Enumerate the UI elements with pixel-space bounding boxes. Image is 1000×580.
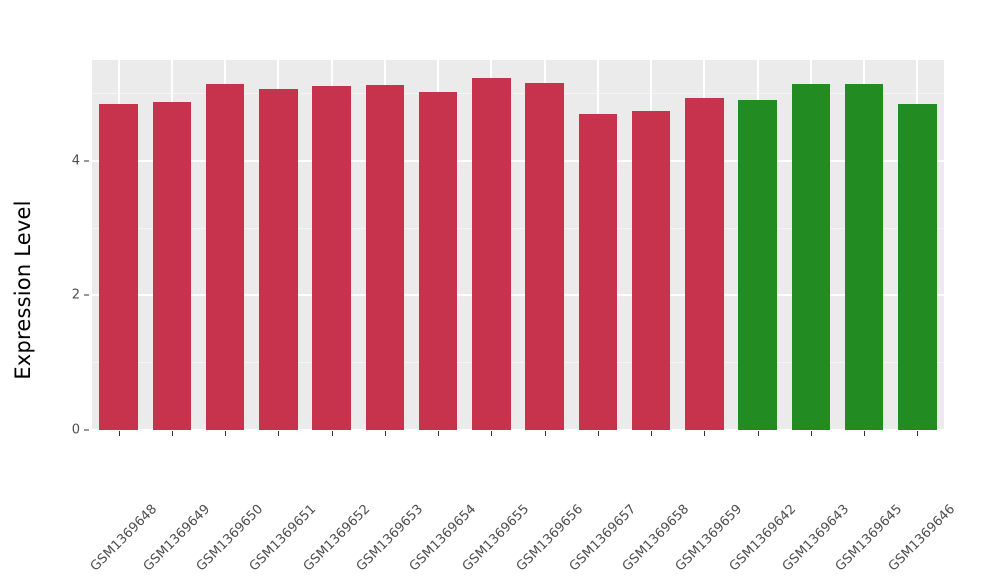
- gridline-minor: [92, 227, 944, 229]
- gridline-minor: [92, 93, 944, 95]
- x-axis-tick-mark: [225, 431, 227, 436]
- bar[interactable]: [205, 83, 245, 430]
- bar[interactable]: [152, 101, 192, 430]
- x-axis-tick-label: GSM1369655: [460, 440, 594, 574]
- x-axis-tick-label: GSM1369651: [247, 440, 381, 574]
- bar[interactable]: [418, 92, 458, 430]
- y-axis-tick-label: 4: [71, 153, 80, 169]
- x-axis-tick-label-text: GSM1369651: [247, 501, 320, 575]
- x-axis-tick-label: GSM1369643: [780, 440, 913, 574]
- x-axis-tick-mark: [544, 431, 546, 436]
- x-axis-tick-label-text: GSM1369649: [140, 501, 214, 575]
- x-axis-tick-mark: [331, 431, 333, 436]
- bar[interactable]: [365, 84, 405, 430]
- x-axis-tick-mark: [491, 431, 493, 436]
- x-axis-tick-mark: [757, 431, 759, 436]
- x-axis-tick-mark: [704, 431, 706, 436]
- x-axis-tick-label: GSM1369642: [726, 440, 860, 574]
- gridline-major: [92, 429, 944, 430]
- x-axis-tick-mark: [171, 431, 173, 436]
- y-axis-tick-mark: [84, 429, 89, 431]
- x-axis-tick-label: GSM1369657: [567, 440, 700, 574]
- x-axis-tick-label-text: GSM1369654: [406, 501, 480, 575]
- bar[interactable]: [844, 83, 884, 430]
- x-axis-tick-label: GSM1369652: [300, 440, 434, 574]
- x-axis-tick-label-text: GSM1369646: [886, 501, 959, 575]
- x-axis-tick-label: GSM1369656: [513, 440, 647, 574]
- y-axis-tick-mark: [84, 294, 89, 296]
- x-axis-tick-mark: [597, 431, 599, 436]
- bar[interactable]: [685, 97, 724, 430]
- x-axis-tick-label: GSM1369653: [354, 440, 487, 574]
- x-axis-tick-label: GSM1369659: [673, 440, 807, 574]
- gridline-major: [92, 294, 944, 297]
- x-axis-tick-mark: [864, 431, 866, 436]
- plot-panel: [92, 60, 944, 430]
- bar[interactable]: [791, 83, 831, 430]
- x-axis-tick-label-text: GSM1369656: [513, 501, 586, 575]
- bar[interactable]: [259, 88, 298, 430]
- x-axis-tick-label-text: GSM1369655: [460, 501, 533, 575]
- x-axis-tick-label: GSM1369645: [833, 440, 967, 574]
- x-axis-tick-label-text: GSM1369642: [726, 501, 799, 575]
- bar[interactable]: [898, 103, 937, 430]
- y-axis-tick-mark: [84, 160, 89, 162]
- bar[interactable]: [472, 77, 511, 430]
- gridline-major: [92, 159, 944, 162]
- x-axis-tick-label: GSM1369658: [620, 440, 754, 574]
- x-axis-tick-label: GSM1369654: [407, 440, 541, 574]
- bar[interactable]: [578, 113, 618, 430]
- bar[interactable]: [738, 100, 777, 430]
- x-axis-tick-label-text: GSM1369658: [619, 501, 693, 575]
- x-axis-tick-mark: [278, 431, 280, 436]
- y-axis-tick-label: 0: [71, 422, 80, 438]
- x-axis-tick-label-text: GSM1369652: [300, 501, 373, 575]
- x-axis-tick-mark: [651, 431, 653, 436]
- bar[interactable]: [631, 111, 671, 430]
- bar[interactable]: [312, 86, 351, 430]
- x-axis-tick-mark: [384, 431, 386, 436]
- x-axis-tick-label-text: GSM1369648: [87, 501, 160, 575]
- x-axis-tick-label: GSM1369646: [886, 440, 1000, 574]
- x-axis-tick-label: GSM1369650: [194, 440, 328, 574]
- x-axis-tick-label: GSM1369649: [141, 440, 274, 574]
- x-axis-tick-label-text: GSM1369657: [566, 501, 640, 575]
- bar[interactable]: [99, 103, 138, 430]
- x-axis-tick-label-text: GSM1369643: [779, 501, 853, 575]
- bar[interactable]: [525, 82, 564, 430]
- x-axis-tick-mark: [438, 431, 440, 436]
- x-axis-tick-mark: [917, 431, 919, 436]
- x-axis-tick-label-text: GSM1369653: [353, 501, 427, 575]
- x-axis-tick-label: GSM1369648: [87, 440, 221, 574]
- x-axis-tick-mark: [118, 431, 120, 436]
- x-axis-tick-mark: [810, 431, 812, 436]
- x-axis-tick-label-text: GSM1369659: [673, 501, 746, 575]
- x-axis-tick-label-text: GSM1369645: [832, 501, 906, 575]
- x-axis-tick-label-text: GSM1369650: [193, 501, 267, 575]
- y-axis-tick-label: 2: [71, 287, 80, 303]
- y-axis-tick-labels: 0 2 4: [46, 0, 80, 580]
- y-axis-title: Expression Level: [11, 200, 35, 380]
- gridline-minor: [92, 362, 944, 364]
